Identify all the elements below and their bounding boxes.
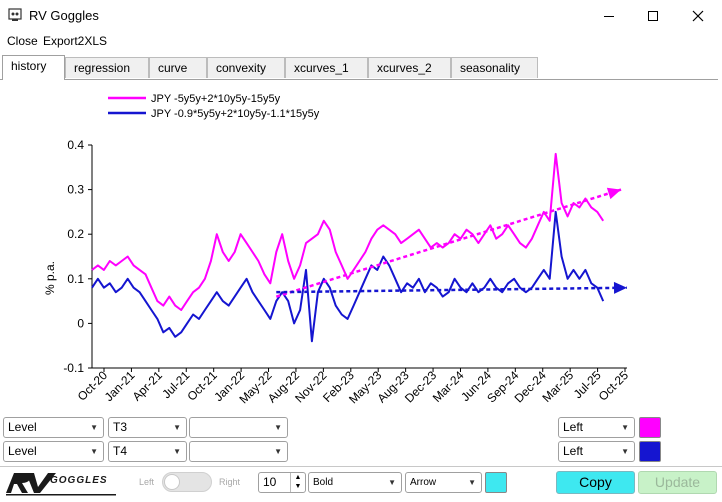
menu-export2xls[interactable]: Export2XLS (43, 34, 108, 48)
number-spinner[interactable]: 10 ▲ ▼ (258, 472, 306, 493)
chevron-down-icon: ▼ (388, 478, 396, 487)
menu-bar: Close Export2XLS (0, 32, 722, 52)
maximize-button[interactable] (636, 4, 670, 28)
chart-axes (88, 144, 627, 372)
legend-label-series-2: JPY -0.9*5y5y+2*10y5y-1.1*15y5y (151, 108, 320, 120)
series2-extra-select[interactable]: ▼ (189, 441, 288, 462)
toggle-knob[interactable] (164, 474, 180, 490)
chevron-down-icon: ▼ (468, 478, 476, 487)
app-icon (8, 8, 22, 21)
font-weight-select[interactable]: Bold ▼ (308, 472, 402, 493)
spin-up-icon[interactable]: ▲ (294, 474, 302, 481)
annotation-color-swatch[interactable] (485, 472, 507, 493)
minimize-button[interactable] (592, 4, 626, 28)
copy-button[interactable]: Copy (556, 471, 635, 494)
y-tick-label: 0 (77, 316, 84, 330)
rv-goggles-logo: GOGGLES (6, 473, 116, 496)
legend-label-series-1: JPY -5y5y+2*10y5y-15y5y (151, 93, 281, 105)
title-bar: RV Goggles (0, 0, 722, 32)
trend-arrowhead-1 (606, 187, 622, 200)
x-tick-label: Mar-25 (539, 368, 576, 405)
tab-seasonality[interactable]: seasonality (451, 57, 538, 78)
chevron-down-icon: ▼ (90, 447, 98, 456)
chart-legend: JPY -5y5y+2*10y5y-15y5y JPY -0.9*5y5y+2*… (108, 93, 320, 120)
chevron-down-icon: ▼ (90, 423, 98, 432)
y-axis-label: % p.a. (43, 261, 57, 295)
tab-history[interactable]: history (2, 55, 65, 80)
x-tick-label: Mar-24 (430, 368, 467, 405)
series1-axis-select[interactable]: Left ▼ (558, 417, 635, 438)
tab-regression[interactable]: regression (65, 57, 149, 78)
number-value[interactable]: 10 (263, 475, 277, 489)
x-tick-label: Jan-21 (102, 368, 138, 404)
close-icon (692, 10, 704, 22)
tab-strip: history regression curve convexity xcurv… (0, 55, 718, 80)
menu-close[interactable]: Close (7, 34, 38, 48)
series1-type-select[interactable]: Level ▼ (3, 417, 104, 438)
y-tick-label: 0.3 (67, 183, 84, 197)
x-tick-labels: Oct-20Jan-21Apr-21Jul-21Oct-21Jan-22May-… (75, 368, 632, 406)
y-tick-label: 0.2 (67, 227, 84, 241)
trend-arrowhead-2 (613, 281, 627, 294)
chevron-down-icon: ▼ (621, 423, 629, 432)
toggle-right-label: Right (219, 477, 241, 487)
series2-axis-select[interactable]: Left ▼ (558, 441, 635, 462)
logo-text: GOGGLES (50, 475, 108, 486)
series2-color-swatch[interactable] (639, 441, 661, 462)
chart-series (91, 152, 628, 343)
chevron-down-icon: ▼ (173, 447, 181, 456)
tab-curve[interactable]: curve (149, 57, 207, 78)
minimize-icon (604, 16, 614, 17)
series2-type-select[interactable]: Level ▼ (3, 441, 104, 462)
history-chart: JPY -5y5y+2*10y5y-15y5y JPY -0.9*5y5y+2*… (43, 93, 632, 406)
y-tick-label: -0.1 (63, 361, 84, 375)
y-tick-labels: 0.4 0.3 0.2 0.1 0 -0.1 (63, 138, 84, 375)
chevron-down-icon: ▼ (173, 423, 181, 432)
arrow-style-select[interactable]: Arrow ▼ (405, 472, 482, 493)
update-button[interactable]: Update (638, 471, 717, 494)
series1-color-swatch[interactable] (639, 417, 661, 438)
chevron-down-icon: ▼ (621, 447, 629, 456)
toggle-left-label: Left (139, 477, 155, 487)
chevron-down-icon: ▼ (274, 423, 282, 432)
series-line-2 (91, 210, 605, 343)
spin-down-icon[interactable]: ▼ (294, 483, 302, 490)
chevron-down-icon: ▼ (274, 447, 282, 456)
maximize-icon (648, 11, 658, 21)
series1-extra-select[interactable]: ▼ (189, 417, 288, 438)
series2-tenor-select[interactable]: T4 ▼ (108, 441, 187, 462)
tab-xcurves-2[interactable]: xcurves_2 (368, 57, 451, 78)
trend-arrow-line-2 (276, 286, 628, 294)
series1-tenor-select[interactable]: T3 ▼ (108, 417, 187, 438)
window-title: RV Goggles (29, 8, 99, 23)
series-line-1 (91, 152, 605, 311)
close-window-button[interactable] (681, 4, 715, 28)
y-tick-label: 0.4 (67, 138, 84, 152)
tab-xcurves-1[interactable]: xcurves_1 (285, 57, 368, 78)
spinner-buttons[interactable]: ▲ ▼ (290, 473, 305, 492)
y-tick-label: 0.1 (67, 272, 84, 286)
x-tick-label: Apr-21 (130, 368, 166, 404)
x-tick-label: Oct-25 (596, 368, 632, 404)
left-right-toggle[interactable] (162, 472, 212, 492)
tab-convexity[interactable]: convexity (207, 57, 285, 78)
